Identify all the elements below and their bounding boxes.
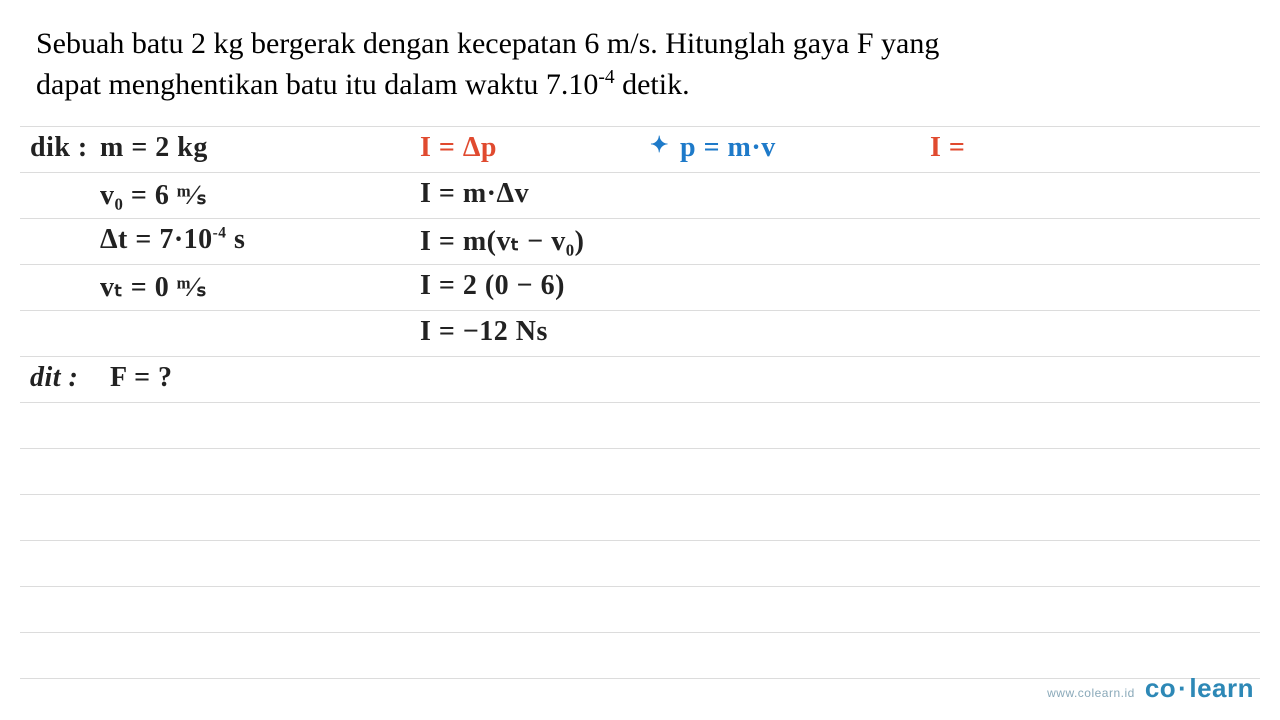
footer: www.colearn.id co·learn xyxy=(1047,673,1254,704)
ruled-paper-area: dik : m = 2 kg v₀ = 6 ᵐ∕ₛ Δt = 7·10-4 s … xyxy=(0,112,1280,720)
given-dt-exp: -4 xyxy=(213,225,227,242)
footer-logo: co·learn xyxy=(1145,673,1254,704)
ruled-line xyxy=(20,310,1260,311)
question-line-2-suffix: detik. xyxy=(615,68,690,101)
work-line-5: I = −12 Ns xyxy=(420,316,548,348)
momentum-star: ✦ xyxy=(650,132,669,158)
ruled-line xyxy=(20,632,1260,633)
question-line-1: Sebuah batu 2 kg bergerak dengan kecepat… xyxy=(36,27,939,60)
work-line-1: I = Δp xyxy=(420,132,497,164)
footer-url: www.colearn.id xyxy=(1047,686,1135,700)
footer-logo-b: learn xyxy=(1189,673,1254,703)
ruled-line xyxy=(20,448,1260,449)
ruled-line xyxy=(20,172,1260,173)
ruled-line xyxy=(20,540,1260,541)
question-line-2-exp: -4 xyxy=(598,67,614,88)
work-line-4: I = 2 (0 − 6) xyxy=(420,270,565,302)
asked-value: F = ? xyxy=(110,362,173,394)
given-dt: Δt = 7·10-4 s xyxy=(100,224,245,256)
asked-prefix: dit : xyxy=(30,362,78,394)
impulse-start: I = xyxy=(930,132,965,164)
footer-logo-dot: · xyxy=(1178,673,1187,703)
ruled-line xyxy=(20,586,1260,587)
work-line-2: I = m·Δv xyxy=(420,178,529,210)
ruled-line xyxy=(20,494,1260,495)
ruled-line xyxy=(20,402,1260,403)
given-v0: v₀ = 6 ᵐ∕ₛ xyxy=(100,178,207,212)
ruled-line xyxy=(20,218,1260,219)
footer-logo-a: co xyxy=(1145,673,1176,703)
given-dt-prefix: Δt = 7·10 xyxy=(100,224,213,255)
ruled-line xyxy=(20,264,1260,265)
question-line-2-prefix: dapat menghentikan batu itu dalam waktu … xyxy=(36,68,598,101)
question-text: Sebuah batu 2 kg bergerak dengan kecepat… xyxy=(0,0,1280,121)
given-mass: m = 2 kg xyxy=(100,132,208,164)
momentum-formula: p = m·v xyxy=(680,132,776,164)
given-vt: vₜ = 0 ᵐ∕ₛ xyxy=(100,270,207,304)
work-line-3: I = m(vₜ − v₀) xyxy=(420,224,584,258)
ruled-line xyxy=(20,126,1260,127)
given-prefix: dik : xyxy=(30,132,88,164)
given-dt-suffix: s xyxy=(227,224,246,255)
ruled-line xyxy=(20,356,1260,357)
